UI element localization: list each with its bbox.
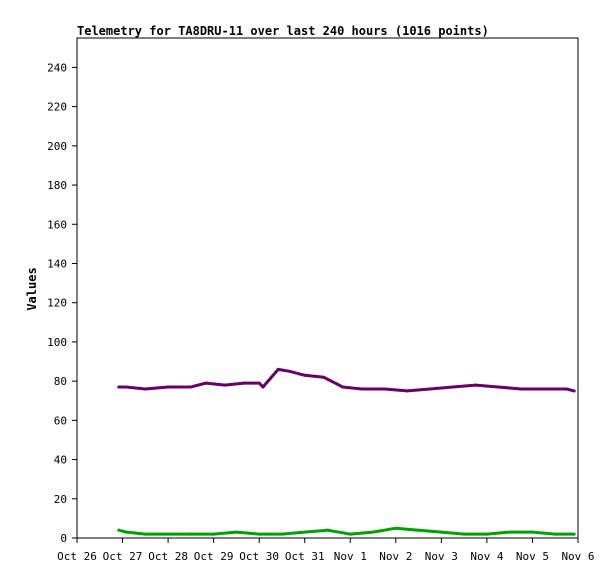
series-0-point (166, 385, 170, 389)
chart-title: Telemetry for TA8DRU-11 over last 240 ho… (77, 24, 489, 38)
series-0-point (572, 389, 576, 393)
series-1-point (508, 530, 512, 534)
y-tick-label: 240 (47, 61, 67, 74)
series-1-point (143, 532, 147, 536)
series-0-point (565, 387, 569, 391)
y-tick-label: 0 (60, 532, 67, 545)
series-0-point (519, 387, 523, 391)
series-0-point (542, 387, 546, 391)
y-tick-label: 120 (47, 297, 67, 310)
x-tick-label: Nov 2 (379, 550, 412, 563)
series-1-point (212, 532, 216, 536)
series-1-point (371, 530, 375, 534)
y-tick-label: 60 (54, 414, 67, 427)
x-tick-label: Nov 3 (425, 550, 458, 563)
series-0-point (405, 389, 409, 393)
series-1-point (280, 532, 284, 536)
series-0-point (143, 387, 147, 391)
series-0-point (322, 375, 326, 379)
x-tick-label: Nov 6 (561, 550, 594, 563)
x-tick-label: Nov 5 (516, 550, 549, 563)
series-line-1 (118, 526, 575, 536)
series-1-point (189, 532, 193, 536)
series-1-point (257, 532, 261, 536)
series-0-point (257, 381, 261, 385)
series-0-point (117, 385, 121, 389)
y-axis-label: Values (25, 267, 39, 310)
y-axis-ticks: 0 20 40 60 80 100 120 140 160 180 200 220 240 (47, 61, 77, 545)
series-1-point (234, 530, 238, 534)
y-tick-label: 20 (54, 493, 67, 506)
series-0-point (189, 385, 193, 389)
series-0-point (124, 385, 128, 389)
x-tick-label: Oct 28 (148, 550, 188, 563)
series-1-point (303, 530, 307, 534)
y-tick-label: 140 (47, 257, 67, 270)
x-tick-label: Nov 1 (334, 550, 367, 563)
x-axis-ticks: Oct 26 Oct 27 Oct 28 Oct 29 Oct 30 Oct 31 Nov … (57, 538, 595, 563)
x-tick-label: Oct 30 (239, 550, 279, 563)
series-0-point (288, 369, 292, 373)
x-tick-label: Oct 26 (57, 550, 97, 563)
series-1-point (530, 530, 534, 534)
series-0-point (451, 385, 455, 389)
series-0-point (204, 381, 208, 385)
x-tick-label: Oct 27 (103, 550, 143, 563)
y-tick-label: 180 (47, 179, 67, 192)
series-0-point (261, 385, 265, 389)
series-0-point (223, 383, 227, 387)
series-1-point (572, 532, 576, 536)
series-1-point (394, 526, 398, 530)
series-1-point (439, 530, 443, 534)
series-1-point (462, 532, 466, 536)
x-tick-label: Oct 31 (285, 550, 325, 563)
series-1-point (417, 528, 421, 532)
series-0-point (474, 383, 478, 387)
series-line-0 (118, 367, 575, 393)
y-tick-label: 80 (54, 375, 67, 388)
y-tick-label: 100 (47, 336, 67, 349)
series-0-point (303, 373, 307, 377)
y-tick-label: 40 (54, 454, 67, 467)
y-tick-label: 220 (47, 101, 67, 114)
series-0-point (496, 385, 500, 389)
series-0-point (242, 381, 246, 385)
series-0-point (428, 387, 432, 391)
series-0-point (382, 387, 386, 391)
series-layer (117, 367, 576, 536)
series-1-point (485, 532, 489, 536)
series-1-point (348, 532, 352, 536)
series-1-point (166, 532, 170, 536)
series-0-point (276, 367, 280, 371)
series-0-point (341, 385, 345, 389)
y-tick-label: 160 (47, 218, 67, 231)
series-0-point (329, 379, 333, 383)
plot-frame (76, 37, 579, 539)
x-tick-label: Nov 4 (470, 550, 503, 563)
series-1-point (326, 528, 329, 532)
y-tick-label: 200 (47, 140, 67, 153)
series-1-point (553, 532, 557, 536)
x-tick-label: Oct 29 (194, 550, 234, 563)
series-1-point (117, 528, 121, 532)
series-1-point (124, 530, 128, 534)
series-0-point (360, 387, 364, 391)
